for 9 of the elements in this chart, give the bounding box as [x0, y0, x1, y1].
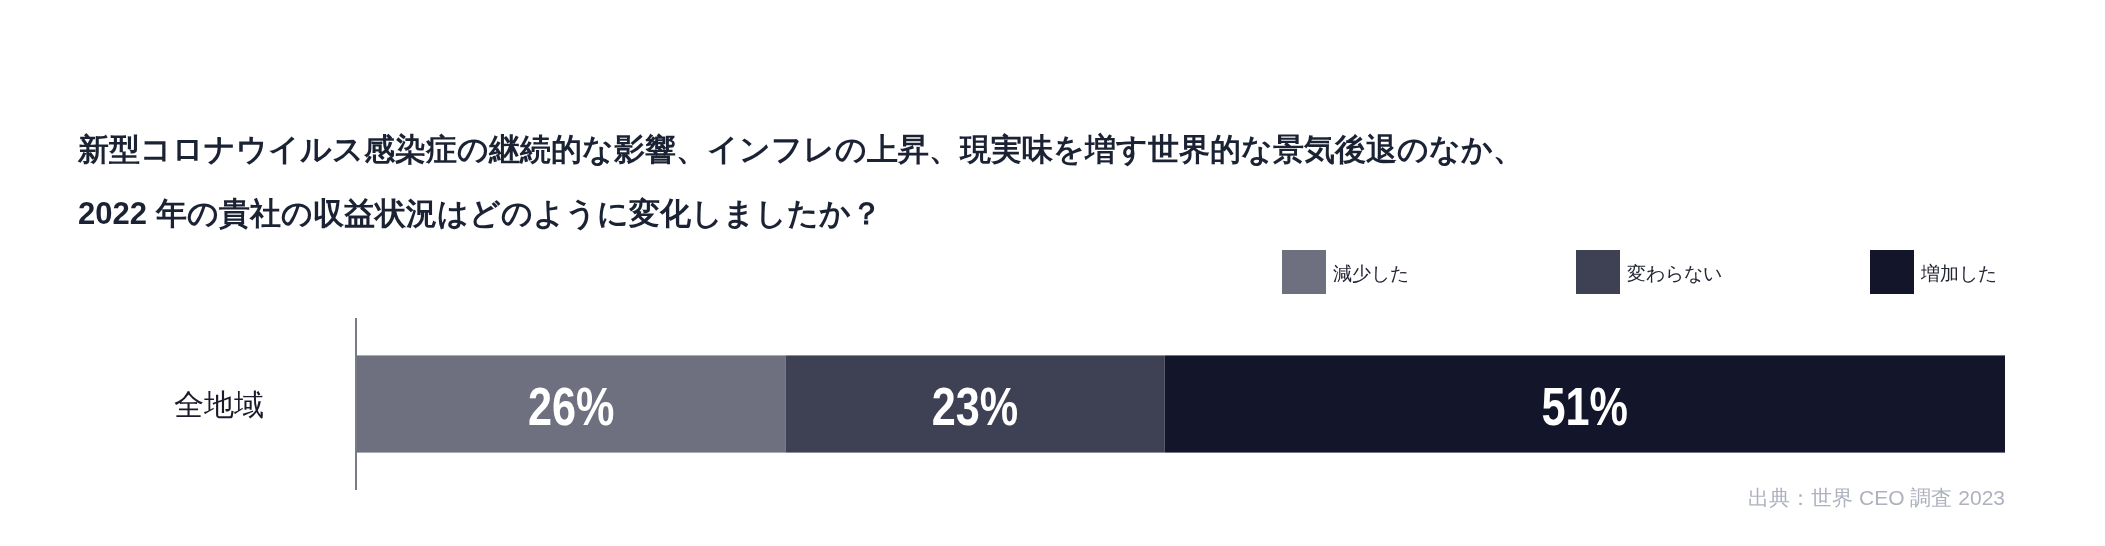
- title: 新型コロナウイルス感染症の継続的な影響、インフレの上昇、現実味を増す世界的な景気後退のなか、2022 年の貴社の収益状況はどのように変化しましたか？: [78, 131, 1525, 233]
- data-label: 26%: [528, 376, 637, 436]
- legend-label: 増加した: [1921, 262, 1997, 284]
- data-label: 23%: [931, 376, 1040, 436]
- legend-label: 変わらない: [1627, 262, 1722, 284]
- source-note: 出典：世界 CEO 調査 2023: [1748, 485, 2005, 509]
- category-label: 全地域: [174, 387, 264, 421]
- legend-label: 減少した: [1333, 262, 1409, 284]
- data-label: 51%: [1541, 376, 1650, 436]
